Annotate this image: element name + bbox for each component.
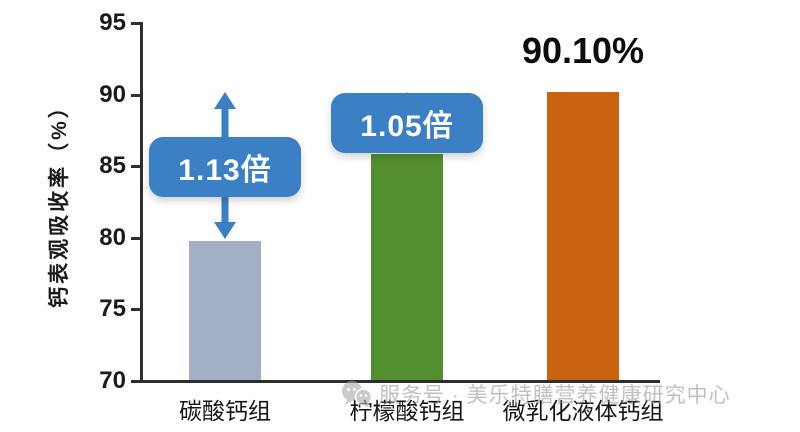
y-tick-mark: [131, 165, 140, 169]
x-axis-line: [140, 380, 660, 383]
ratio-badge: 1.13倍: [149, 136, 301, 197]
y-tick-label: 70: [99, 367, 126, 394]
y-tick-mark: [131, 93, 140, 97]
y-tick-mark: [131, 308, 140, 312]
y-axis-title: 钙表观吸收率（%）: [48, 94, 71, 308]
y-tick-label: 95: [99, 9, 126, 36]
bar-value-label: 90.10%: [521, 30, 645, 72]
y-tick-label: 75: [99, 295, 126, 323]
y-tick-mark: [131, 22, 140, 25]
ratio-badge: 1.05倍: [331, 92, 483, 153]
arrow-up-icon: [214, 92, 236, 110]
y-tick-mark: [131, 236, 140, 240]
y-tick-label: 80: [99, 223, 126, 251]
y-tick-mark: [131, 380, 140, 383]
bar-微乳化液体钙组: [547, 92, 619, 380]
y-axis-line: [140, 22, 143, 383]
x-category-label: 碳酸钙组: [179, 398, 271, 424]
x-category-label: 柠檬酸钙组: [349, 398, 465, 424]
arrow-down-icon: [214, 222, 236, 240]
bar-柠檬酸钙组: [371, 153, 443, 380]
y-tick-label: 90: [99, 80, 126, 108]
bar-碳酸钙组: [189, 241, 261, 380]
x-category-label: 微乳化液体钙组: [502, 398, 664, 424]
y-tick-label: 85: [99, 152, 126, 180]
